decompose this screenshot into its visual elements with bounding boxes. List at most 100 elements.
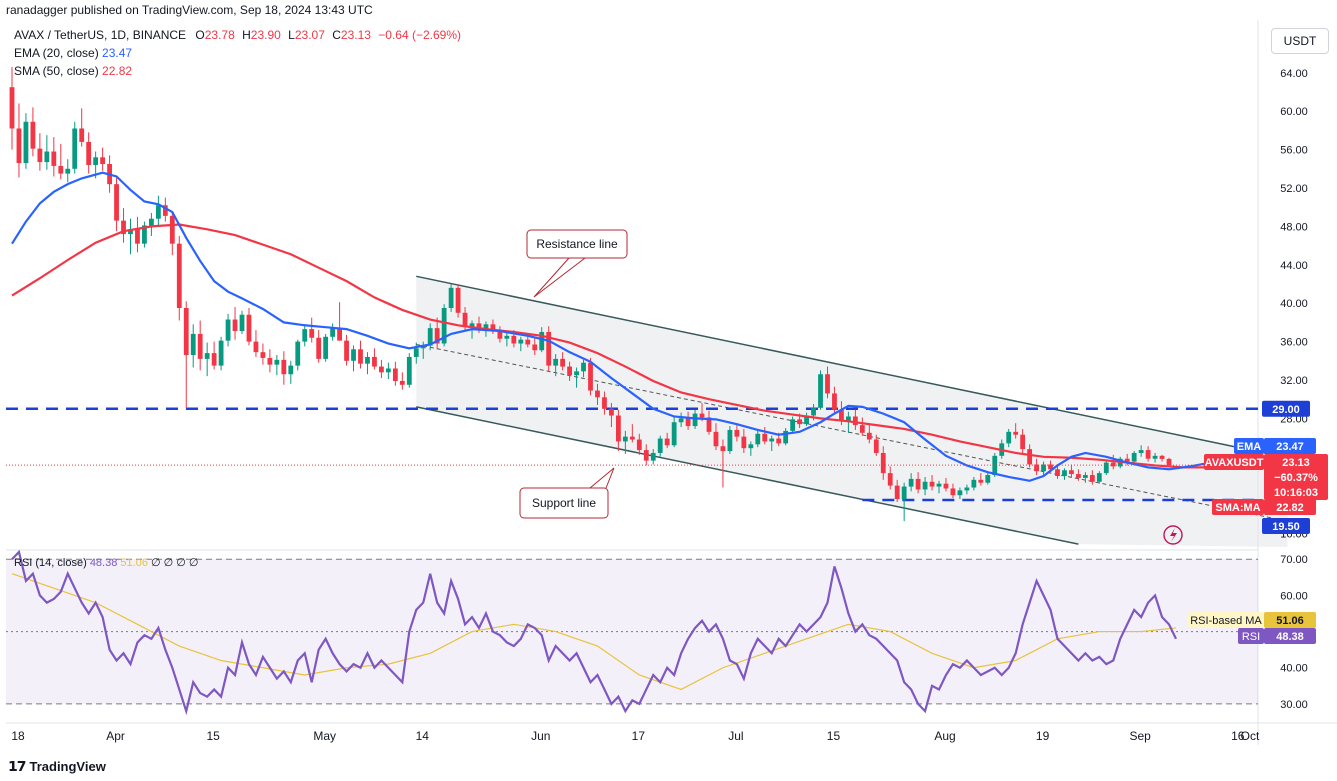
lightning-icon-bolt (1170, 528, 1177, 542)
candle-body (372, 356, 377, 367)
candle (79, 108, 85, 147)
candle (957, 487, 963, 500)
sma-value-tag-text: 22.82 (1276, 502, 1304, 514)
symbol-name-tag: AVAXUSDT (1204, 454, 1264, 470)
candle-body (1020, 434, 1026, 450)
rsi-ma-tag-bg (1188, 612, 1264, 628)
candle-body (176, 243, 182, 308)
close-label: C (332, 28, 341, 42)
candle-body (852, 416, 858, 426)
candle (504, 332, 510, 347)
candle-body (1166, 458, 1172, 466)
price-tick-label: 44.00 (1280, 260, 1308, 272)
candle-body (657, 438, 663, 453)
candle-body (706, 417, 712, 432)
candle (497, 326, 503, 343)
time-tick-label: 17 (632, 729, 646, 743)
time-tick-label: Apr (106, 729, 125, 743)
symbol-ohlc-legend: AVAX / TetherUS, 1D, BINANCE O23.78 H23.… (14, 28, 465, 42)
candle (783, 428, 789, 446)
candle-body (65, 168, 71, 174)
candle (859, 417, 865, 436)
candle-body (769, 438, 775, 442)
candle (629, 424, 635, 443)
candle (1131, 451, 1137, 464)
candle (727, 426, 733, 454)
candle-body (253, 341, 259, 353)
candle-body (135, 229, 140, 244)
candle (880, 446, 886, 480)
candle-body (323, 336, 329, 359)
candle (469, 320, 475, 339)
candle-body (51, 151, 57, 166)
candle-body (671, 422, 677, 446)
candle (51, 137, 57, 177)
ema-name-tag-text: EMA (1237, 441, 1262, 453)
sma-legend[interactable]: SMA (50, close) 22.82 (14, 64, 132, 78)
time-tick-label: May (313, 729, 336, 743)
candle-body (762, 433, 768, 442)
candle-body (504, 335, 510, 339)
high-label: H (242, 28, 251, 42)
candle-body (302, 329, 308, 342)
candle (406, 353, 412, 388)
channel-midline (416, 343, 1288, 522)
candle (1013, 423, 1019, 439)
time-tick-label: 16 (1231, 729, 1245, 743)
ema-name-tag: EMA (1234, 438, 1264, 454)
candle (769, 435, 775, 452)
resistance-trendline (416, 275, 1288, 459)
tradingview-logo[interactable]: 𝟭𝟳 TradingView (8, 758, 106, 775)
candle-body (149, 218, 154, 226)
candle-body (650, 452, 656, 461)
candle-body (1138, 450, 1144, 453)
annotation-box (526, 229, 628, 259)
candle (546, 326, 552, 372)
candle (839, 401, 844, 426)
candle (155, 195, 161, 227)
rsi-ma-legend-value: 51.06 (120, 557, 148, 569)
annotation-callout: Support line (519, 467, 615, 519)
rsi-line (11, 549, 1177, 716)
candle (518, 336, 524, 352)
candle (267, 349, 273, 373)
candle-body (755, 433, 761, 445)
candle (337, 302, 342, 341)
candle (852, 409, 858, 430)
candle-body (295, 341, 301, 366)
candle (37, 133, 43, 171)
candle (622, 430, 628, 454)
candle (197, 320, 203, 371)
rsi-legend-extra: ∅ ∅ ∅ ∅ (151, 557, 199, 569)
candle-body (518, 339, 524, 344)
symbol-price-line: 10:16:03 (1274, 487, 1318, 499)
candle (114, 176, 119, 232)
candle-body (455, 287, 461, 313)
candle (253, 330, 259, 357)
candle (671, 415, 677, 448)
candle-body (866, 432, 872, 440)
candle (894, 479, 900, 502)
candle-body (741, 436, 747, 449)
candle-body (936, 483, 942, 487)
time-tick-label: Sep (1129, 729, 1151, 743)
candle (149, 212, 154, 236)
candle-body (260, 352, 266, 358)
candle-body (846, 416, 851, 422)
rsi-tick-label: 30.00 (1280, 699, 1308, 711)
rsi-legend[interactable]: RSI (14, close) 48.38 51.06 ∅ ∅ ∅ ∅ (14, 556, 199, 569)
candle (1138, 445, 1144, 457)
candle (385, 362, 391, 380)
channel-fill (416, 276, 1288, 548)
candle-body (1103, 462, 1109, 474)
candle (23, 113, 29, 169)
time-tick-label: 18 (11, 729, 25, 743)
level-29-tag-bg (1262, 400, 1310, 417)
currency-button[interactable]: USDT (1271, 28, 1329, 54)
level-19-tag-text: 19.50 (1272, 521, 1300, 533)
change-value: −0.64 (−2.69%) (378, 28, 462, 42)
candle (797, 413, 803, 428)
candle (183, 301, 189, 408)
ema-legend[interactable]: EMA (20, close) 23.47 (14, 46, 132, 60)
